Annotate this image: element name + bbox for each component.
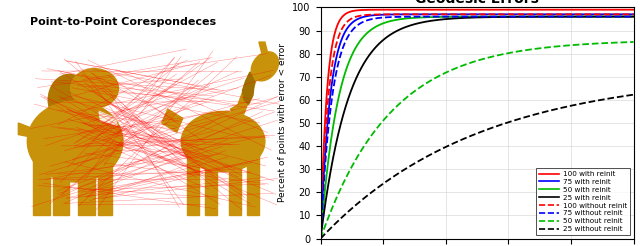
Polygon shape <box>19 123 30 137</box>
50 without reinit <box>461 63 468 66</box>
75 with reinit <box>317 237 324 240</box>
100 without reinit <box>621 13 628 16</box>
Text: Point-to-Point Corespondeces: Point-to-Point Corespondeces <box>30 17 216 27</box>
100 with reinit <box>461 8 468 11</box>
25 without reinit <box>621 94 628 97</box>
Line: 25 with reinit: 25 with reinit <box>321 17 634 239</box>
100 without reinit <box>630 13 637 16</box>
50 without reinit <box>333 196 340 199</box>
Polygon shape <box>99 111 117 125</box>
Polygon shape <box>243 72 255 105</box>
75 without reinit <box>563 15 571 18</box>
Y-axis label: Percent of points with error < error: Percent of points with error < error <box>278 44 287 202</box>
75 with reinit <box>461 13 468 16</box>
25 without reinit <box>630 93 637 96</box>
100 without reinit <box>461 13 468 16</box>
25 with reinit <box>630 15 637 18</box>
100 without reinit <box>469 13 477 16</box>
75 without reinit <box>333 70 340 73</box>
Bar <box>205 151 217 215</box>
100 with reinit <box>563 8 571 11</box>
Bar <box>97 151 113 215</box>
50 with reinit <box>461 15 468 18</box>
50 with reinit <box>563 15 571 18</box>
75 with reinit <box>621 13 628 16</box>
25 without reinit <box>469 134 477 137</box>
Polygon shape <box>162 109 182 132</box>
Bar <box>52 151 69 215</box>
25 with reinit <box>621 15 628 18</box>
25 without reinit <box>621 94 628 97</box>
Ellipse shape <box>48 75 90 125</box>
25 with reinit <box>333 140 340 143</box>
25 with reinit <box>461 16 468 19</box>
75 without reinit <box>621 15 628 18</box>
50 with reinit <box>621 15 628 18</box>
Bar <box>33 151 50 215</box>
25 without reinit <box>333 221 340 224</box>
100 without reinit <box>621 13 628 16</box>
50 without reinit <box>317 237 324 240</box>
100 with reinit <box>630 8 637 11</box>
100 with reinit <box>317 237 324 240</box>
Ellipse shape <box>252 52 278 81</box>
Line: 75 with reinit: 75 with reinit <box>321 14 634 239</box>
Line: 25 without reinit: 25 without reinit <box>321 95 634 239</box>
50 without reinit <box>469 61 477 63</box>
50 without reinit <box>563 44 571 47</box>
25 without reinit <box>461 137 468 140</box>
100 with reinit <box>551 8 559 11</box>
Line: 100 without reinit: 100 without reinit <box>321 14 634 239</box>
75 without reinit <box>461 15 468 18</box>
25 with reinit <box>469 16 477 19</box>
25 with reinit <box>317 237 324 240</box>
100 without reinit <box>563 13 571 16</box>
75 with reinit <box>469 13 477 16</box>
Line: 75 without reinit: 75 without reinit <box>321 17 634 239</box>
50 with reinit <box>469 15 477 18</box>
75 without reinit <box>469 15 477 18</box>
Polygon shape <box>230 72 257 118</box>
Ellipse shape <box>28 101 123 182</box>
100 without reinit <box>610 13 618 16</box>
Polygon shape <box>259 42 268 54</box>
25 without reinit <box>563 105 571 108</box>
100 without reinit <box>333 42 340 45</box>
50 with reinit <box>630 15 637 18</box>
75 with reinit <box>563 13 571 16</box>
50 without reinit <box>621 41 628 44</box>
Line: 50 without reinit: 50 without reinit <box>321 42 634 239</box>
100 with reinit <box>621 8 628 11</box>
50 without reinit <box>621 41 628 44</box>
100 with reinit <box>469 8 477 11</box>
25 with reinit <box>621 15 628 18</box>
50 with reinit <box>621 15 628 18</box>
25 with reinit <box>563 15 571 18</box>
Ellipse shape <box>181 111 265 171</box>
75 without reinit <box>621 15 628 18</box>
Bar <box>187 151 199 215</box>
50 with reinit <box>317 237 324 240</box>
Legend: 100 with reinit, 75 with reinit, 50 with reinit, 25 with reinit, 100 without rei: 100 with reinit, 75 with reinit, 50 with… <box>536 168 630 235</box>
Title: Geodesic Errors: Geodesic Errors <box>415 0 539 6</box>
75 without reinit <box>317 237 324 240</box>
75 with reinit <box>630 13 637 16</box>
50 with reinit <box>333 106 340 109</box>
Line: 50 with reinit: 50 with reinit <box>321 17 634 239</box>
100 with reinit <box>333 26 340 29</box>
25 without reinit <box>317 237 324 240</box>
100 without reinit <box>317 237 324 240</box>
Bar <box>78 151 95 215</box>
100 with reinit <box>621 8 628 11</box>
75 without reinit <box>630 15 637 18</box>
Line: 100 with reinit: 100 with reinit <box>321 10 634 239</box>
Bar <box>229 151 241 215</box>
Ellipse shape <box>70 69 118 108</box>
75 with reinit <box>621 13 628 16</box>
Polygon shape <box>95 107 109 151</box>
Bar <box>247 151 259 215</box>
75 with reinit <box>333 56 340 59</box>
50 without reinit <box>630 41 637 44</box>
